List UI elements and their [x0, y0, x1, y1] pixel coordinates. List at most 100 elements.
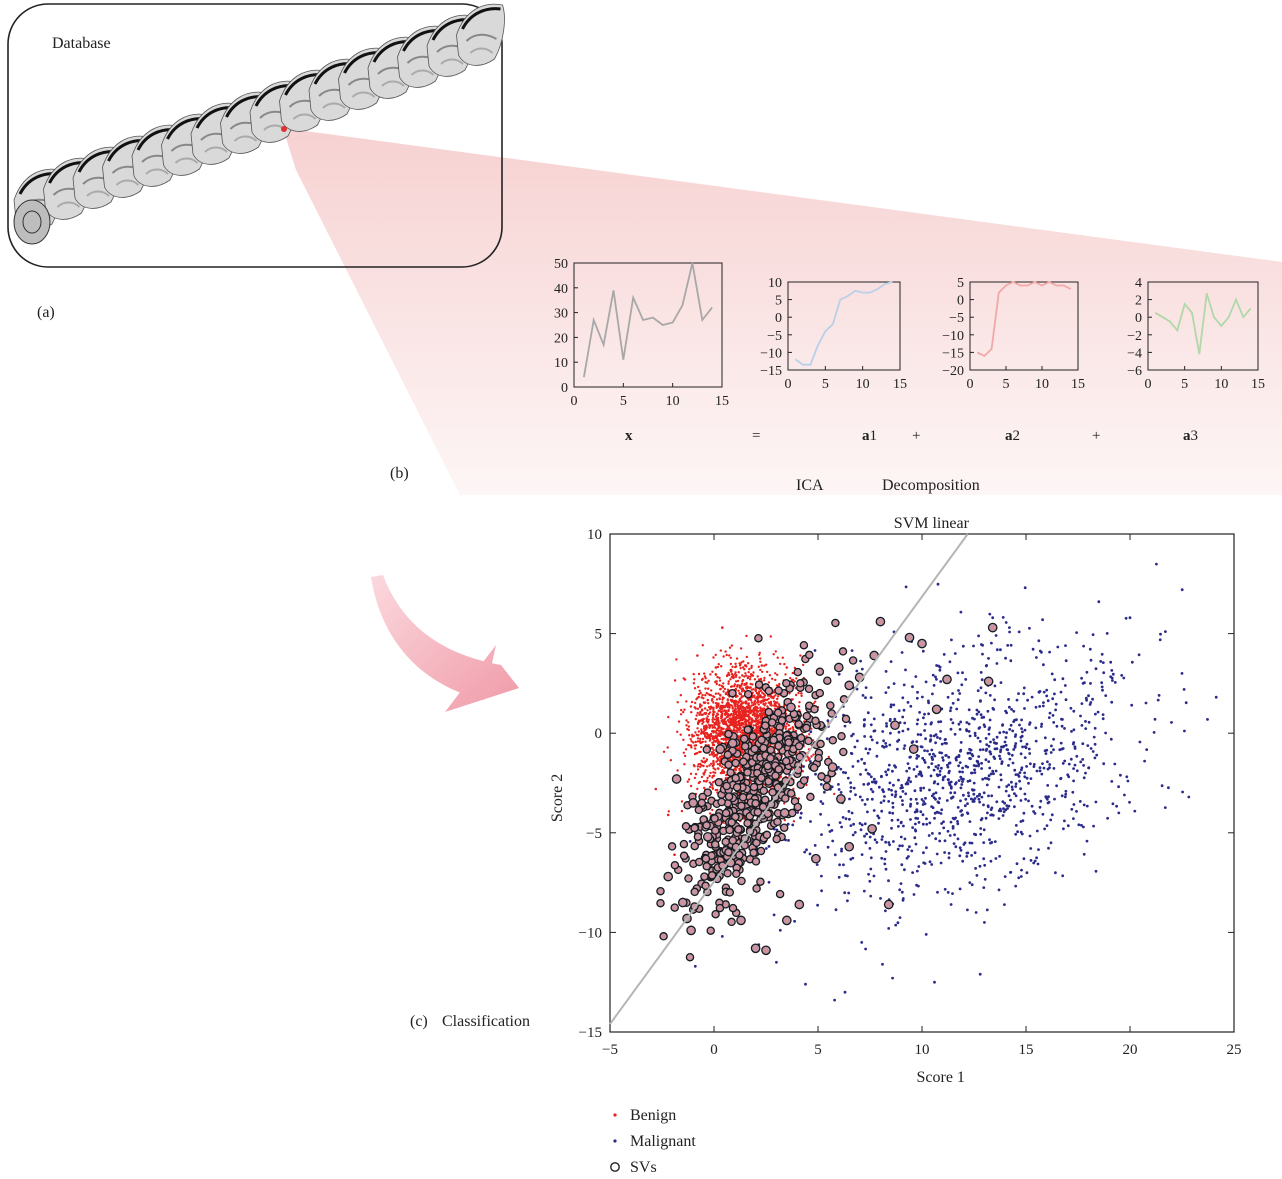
- x-tick-label: 15: [893, 377, 907, 392]
- malignant-point: [809, 820, 812, 823]
- malignant-point: [917, 821, 921, 824]
- malignant-point: [1087, 694, 1090, 698]
- malignant-point: [909, 780, 912, 784]
- malignant-point: [953, 791, 957, 795]
- malignant-point: [1041, 762, 1044, 765]
- malignant-point: [891, 976, 894, 980]
- malignant-point: [994, 769, 998, 773]
- benign-point: [715, 682, 718, 686]
- benign-point: [703, 707, 707, 710]
- malignant-point: [1089, 658, 1093, 662]
- malignant-point: [883, 857, 887, 861]
- malignant-point: [859, 828, 863, 832]
- benign-point: [676, 701, 679, 704]
- malignant-point: [813, 844, 817, 847]
- malignant-point: [853, 831, 857, 834]
- malignant-point: [969, 757, 972, 761]
- malignant-point: [960, 783, 964, 786]
- legend-svs-marker: [610, 1162, 620, 1172]
- malignant-point: [1088, 647, 1092, 651]
- malignant-point: [961, 671, 964, 675]
- malignant-point: [862, 889, 866, 893]
- malignant-point: [884, 840, 888, 844]
- malignant-point: [896, 747, 899, 751]
- malignant-point: [934, 791, 938, 795]
- benign-point: [728, 727, 731, 730]
- malignant-point: [914, 842, 918, 846]
- benign-point: [722, 655, 725, 658]
- benign-point: [714, 753, 717, 757]
- sv-point: [748, 732, 758, 741]
- benign-point: [708, 781, 712, 784]
- benign-point: [683, 754, 687, 758]
- benign-point: [765, 663, 768, 666]
- malignant-point: [1061, 874, 1065, 878]
- malignant-point: [863, 735, 866, 738]
- malignant-point: [862, 718, 866, 722]
- benign-point: [727, 682, 730, 685]
- benign-point: [690, 700, 694, 704]
- malignant-point: [958, 770, 962, 774]
- malignant-point: [1060, 794, 1064, 798]
- malignant-point: [838, 821, 842, 824]
- malignant-point: [1180, 672, 1184, 675]
- malignant-point: [890, 793, 894, 797]
- malignant-point: [1037, 639, 1041, 643]
- malignant-point: [1092, 735, 1096, 739]
- malignant-point: [1023, 771, 1026, 775]
- malignant-point: [976, 760, 980, 764]
- malignant-point: [1002, 810, 1006, 814]
- benign-point: [701, 693, 704, 697]
- malignant-point: [848, 797, 851, 801]
- sv-point: [769, 735, 778, 745]
- malignant-point: [1144, 701, 1148, 705]
- malignant-point: [999, 778, 1003, 782]
- malignant-point: [958, 761, 962, 764]
- benign-point: [725, 716, 728, 719]
- benign-point: [827, 755, 830, 759]
- malignant-point: [858, 822, 862, 825]
- benign-point: [769, 729, 773, 732]
- malignant-point: [1049, 751, 1053, 754]
- malignant-point: [1094, 800, 1098, 804]
- malignant-point: [1095, 753, 1099, 757]
- benign-point: [708, 735, 711, 738]
- malignant-point: [772, 913, 776, 917]
- malignant-point: [897, 709, 901, 713]
- malignant-point: [1089, 701, 1093, 704]
- sv-point: [827, 762, 838, 772]
- malignant-point: [943, 851, 946, 854]
- malignant-point: [1033, 859, 1037, 863]
- benign-point: [814, 700, 817, 703]
- malignant-point: [823, 790, 826, 794]
- malignant-point: [887, 879, 890, 883]
- malignant-point: [919, 810, 923, 814]
- sv-point: [724, 729, 733, 739]
- malignant-point: [938, 737, 942, 740]
- sv-point: [670, 903, 679, 912]
- benign-point: [718, 679, 722, 682]
- malignant-point: [894, 765, 897, 769]
- malignant-point: [967, 794, 971, 798]
- malignant-point: [1170, 721, 1173, 724]
- sv-point: [710, 814, 719, 823]
- malignant-point: [995, 747, 999, 751]
- malignant-point: [1126, 779, 1130, 783]
- malignant-point: [1014, 785, 1018, 788]
- malignant-point: [1054, 702, 1058, 706]
- y-tick-label: 2: [1135, 294, 1142, 309]
- selected-voxel-marker: [281, 126, 287, 132]
- sv-point: [684, 874, 693, 883]
- malignant-point: [900, 863, 904, 867]
- benign-point: [732, 729, 736, 732]
- benign-point: [776, 673, 779, 676]
- sv-point: [766, 753, 775, 763]
- malignant-point: [949, 706, 953, 710]
- malignant-point: [1079, 760, 1083, 764]
- sv-point: [867, 823, 877, 834]
- benign-point: [759, 718, 762, 721]
- malignant-point: [984, 758, 988, 762]
- malignant-point: [1017, 876, 1021, 880]
